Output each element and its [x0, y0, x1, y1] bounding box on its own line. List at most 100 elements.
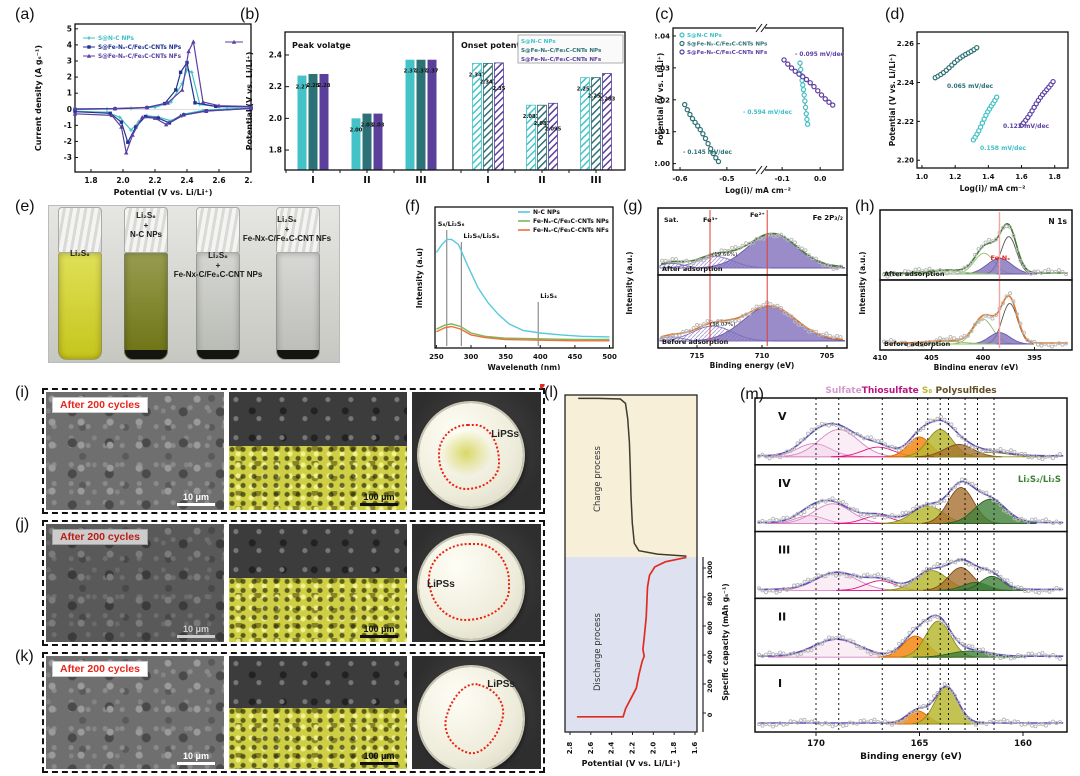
capacity-tick: 200 [706, 679, 714, 693]
x-tick: -0.6 [672, 175, 687, 183]
vial-label-2: Li₂S₆ + N-C NPs [129, 211, 162, 240]
panel-m-label: (m) [740, 386, 764, 403]
bar-value: 2.37 [415, 69, 428, 75]
scale-text: 100 μm [363, 492, 395, 502]
scale-bar: 100 μm [360, 492, 398, 506]
percentage-label: (38.07%) [710, 322, 735, 328]
x-tick: 2.2 [629, 742, 637, 755]
x-axis-label: Potential (V vs. Li/Li⁺) [114, 188, 213, 197]
capacity-tick: 1000 [706, 560, 714, 579]
lipss-outline [438, 424, 500, 490]
panel-k: (k) After 200 cycles 10 μm 100 μm LiPSs [15, 648, 547, 775]
x-tick: 170 [807, 739, 825, 749]
legend-item: S@Fe-Nₓ-C/Fe₃C-CNTs NPs [521, 48, 602, 54]
panel-i-label: (i) [15, 384, 30, 401]
legend-item: N-C NPs [533, 209, 560, 216]
panel-k-label: (k) [15, 648, 34, 665]
y-tick: 2.02 [655, 96, 670, 104]
panel-c: (c) 2.00 2.01 2.02 2.03 2.04 -0.6 -0.5 -0.1 0.0 -… [655, 6, 885, 198]
x-tick: 165 [911, 739, 929, 749]
bar-value: 2.083 [523, 114, 540, 120]
y-axis-label: Intensity (a.u.) [858, 251, 867, 314]
bar-value: 2.03 [372, 123, 385, 129]
bar [319, 73, 329, 170]
fenx-annotation: Fe-Nₓ [990, 254, 1010, 262]
eds-map-image: 100 μm [229, 392, 407, 510]
scale-text: 10 μm [182, 751, 210, 761]
legend-item: S@Fe-Nₓ-C/Fe₃C-CNTs NFs [98, 54, 182, 60]
x-tick: 400 [976, 354, 991, 362]
y-tick: 2.24 [897, 79, 914, 87]
y-tick: 2.20 [897, 157, 914, 165]
x-tick: 2.4 [608, 742, 616, 755]
panel-j-images: After 200 cycles 10 μm 100 μm LiPSs [42, 520, 545, 646]
spectrum-index-label: II [778, 610, 786, 623]
bar-value: 2.37 [404, 69, 417, 75]
bar [416, 59, 426, 171]
vial-cnt-nfs [276, 207, 320, 360]
bar [602, 73, 612, 171]
panel-m: (m) SulfateThiosulfate S₈ Polysulfides V I… [740, 384, 1080, 776]
panel-a-label: (a) [15, 6, 35, 23]
panel-h-label: (h) [855, 198, 875, 215]
slope-label: 0.065 mV/dec [947, 83, 994, 90]
spectrum-title: N 1s [1048, 217, 1067, 226]
x-tick: 1.8 [1049, 173, 1062, 181]
y-tick: 2.0 [269, 114, 282, 123]
vial-label-4: Li₂S₆ + Fe-Nx-C/Fe₃C-CNT NFs [242, 215, 332, 244]
charge-region-label: Charge process [593, 445, 603, 511]
x-tick: 395 [1027, 354, 1042, 362]
vial-cap [58, 207, 102, 253]
spectrum-index-label: III [778, 544, 790, 557]
legend-item: S@N-C NPs [521, 39, 556, 45]
legend-item: S@Fe-Nₓ-C/Fe₃C-CNTs NFs [521, 57, 602, 63]
x-tick: 405 [924, 354, 939, 362]
panel-d-chart: 2.20 2.22 2.24 2.26 1.0 1.2 1.4 1.6 1.8 0.065 mV/… [888, 31, 1069, 193]
panel-l-label: (l) [544, 384, 559, 401]
state-point-V [540, 384, 545, 389]
y-tick: 2.4 [269, 50, 282, 59]
panel-d: (d) 2.20 2.22 2.24 2.26 1.0 1.2 1.4 1.6 1.8 0.065… [885, 6, 1080, 198]
lipss-label: LiPSs [491, 429, 519, 440]
legend-item: S@Fe-Nₓ-C/Fe₃C-CNTs NPs [98, 45, 182, 51]
y-tick: 2.2 [269, 82, 282, 91]
y-tick: 5 [67, 24, 72, 33]
y-tick: 2.01 [655, 128, 670, 136]
panel-g: (g) Sat. Fe³⁺ Fe²⁺ Fe 2P₃/₂ (19.66%) (38.07%)… [620, 198, 868, 370]
y-tick: 2.22 [897, 118, 914, 126]
x-tick: 2.6 [587, 742, 595, 755]
eds-map-image: 100 μm [229, 656, 407, 769]
scale-bar: 100 μm [360, 751, 398, 765]
panel-e: (e) Li₂S₆ Li₂S₆ + N-C NPs Li₂S₆ + Fe-Nx-… [15, 198, 355, 370]
x-tick: 1.8 [670, 742, 678, 755]
sat-label: Sat. [664, 216, 679, 224]
lipss-label: LiPSs [427, 579, 455, 590]
y-axis-label: Intensity (a.u) [415, 248, 424, 308]
vial-cap [124, 207, 168, 253]
bar-value: 2.27 [296, 85, 309, 91]
bar-value: 2.00 [350, 127, 363, 133]
state-point-label: III [540, 384, 551, 387]
x-tick: 715 [690, 352, 705, 360]
bar [548, 102, 558, 171]
x-tick: 500 [602, 353, 617, 361]
panel-h: (h) N 1s Fe-Nₓ After adsorption Before adso… [855, 198, 1080, 370]
x-axis-label: Binding energy (eV) [934, 363, 1019, 370]
y-tick: -1 [64, 121, 72, 130]
panel-i-images: After 200 cycles 10 μm 100 μm LiPSs [42, 388, 545, 514]
x-axis-label: Binding energy (eV) [860, 752, 962, 762]
species-annotation: S₈/Li₂S₆ [438, 220, 465, 228]
y-axis-label: Current density (A gₛ⁻¹) [34, 45, 43, 151]
state-point-label: V [540, 384, 548, 387]
y-tick: 0 [67, 105, 72, 114]
y-tick: 2.00 [655, 160, 670, 168]
x-tick: 250 [429, 353, 444, 361]
panel-e-label: (e) [15, 198, 35, 215]
bar-value: 2.083 [534, 121, 551, 127]
group-label: I [486, 175, 490, 186]
x-tick: 710 [755, 352, 770, 360]
y-axis-label: Potential (V vs. Li/Li⁺) [656, 53, 665, 146]
bar [427, 59, 437, 171]
